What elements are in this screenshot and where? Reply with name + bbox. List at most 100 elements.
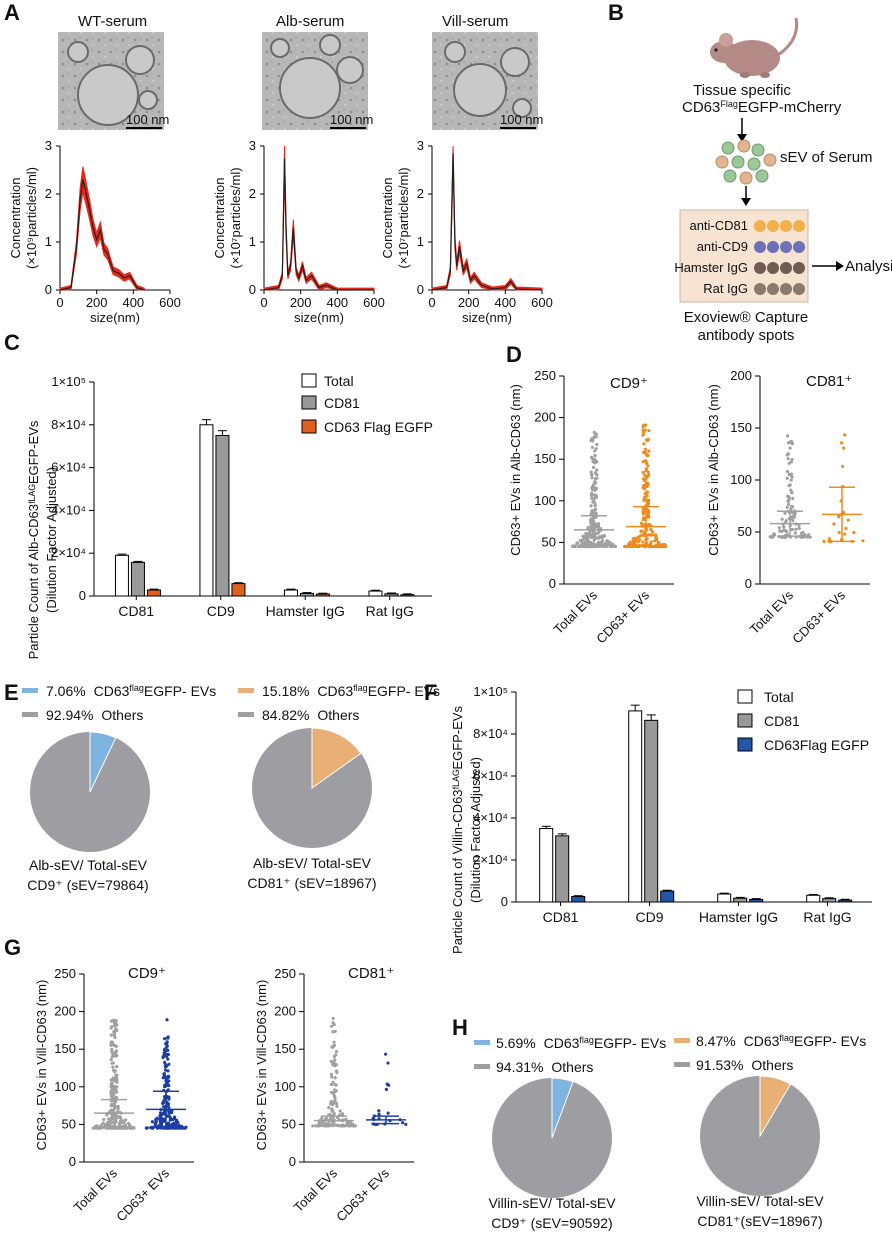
data-point: [590, 496, 594, 500]
scale-bar-label: 100 nm: [500, 112, 543, 127]
data-point: [837, 530, 841, 535]
bar: [231, 583, 246, 597]
panel-g: CD63+ EVs in Vill-CD63 (nm) CD63+ EVs in…: [34, 965, 414, 1224]
data-point: [790, 475, 794, 479]
arrow-head: [737, 134, 747, 142]
data-point: [837, 515, 841, 519]
data-point: [110, 1115, 114, 1119]
data-point: [647, 449, 651, 453]
data-point: [656, 543, 660, 547]
data-point: [777, 526, 781, 530]
y-tick-label: 200: [54, 1004, 76, 1019]
y-tick-label: 50: [542, 534, 556, 549]
data-point: [115, 1065, 119, 1069]
y-tick-label: 200: [730, 368, 752, 383]
data-point: [111, 1065, 115, 1069]
x-tick-label: 600: [531, 295, 553, 310]
data-point: [647, 533, 651, 537]
capture-spot: [793, 220, 805, 232]
data-point: [335, 1102, 339, 1106]
data-point: [607, 541, 611, 546]
data-point: [172, 1124, 176, 1128]
data-point: [590, 488, 595, 492]
data-point: [594, 432, 598, 436]
data-point: [118, 1119, 122, 1124]
data-point: [167, 1097, 171, 1101]
bar: [315, 593, 330, 597]
d-ylabel-left: CD63+ EVs in Alb-CD63 (nm): [508, 384, 523, 556]
g-ylabel-right: CD63+ EVs in Vill-CD63 (nm): [254, 980, 269, 1151]
bar: [838, 899, 853, 903]
data-point: [593, 504, 597, 508]
data-point: [589, 535, 593, 540]
y-tick-label: 3: [45, 138, 52, 153]
panel-c: Particle Count of Alb-CD63ᶠᴸᴬᴳEGFP-EVs (…: [26, 373, 433, 659]
panel-label-e: E: [4, 680, 19, 705]
data-point: [642, 442, 646, 446]
data-point: [589, 439, 593, 443]
data-point: [595, 442, 599, 447]
data-point: [109, 1057, 113, 1062]
data-point: [597, 536, 601, 540]
data-point: [791, 496, 795, 501]
data-point: [839, 441, 844, 445]
y-tick-label: 50: [738, 524, 752, 539]
data-point: [162, 1119, 166, 1123]
data-point: [794, 527, 798, 531]
data-point: [641, 433, 645, 437]
data-point: [783, 511, 787, 515]
c-ylabel-1: Particle Count of Alb-CD63ᶠᴸᴬᴳEGFP-EVs: [26, 420, 41, 659]
data-point: [332, 1092, 336, 1096]
data-point: [162, 1112, 166, 1116]
pie-slice-egfp: [311, 727, 362, 789]
data-point: [385, 1082, 389, 1086]
capture-spot: [767, 241, 779, 253]
panel-a: WT-serum 100 nm Alb-serum 100 nm Vill-se…: [8, 13, 553, 325]
data-point: [646, 470, 650, 474]
data-point: [788, 483, 792, 487]
bar: [806, 894, 821, 903]
data-point: [644, 468, 648, 473]
data-point: [166, 1074, 170, 1078]
data-point: [644, 459, 648, 463]
x-axis-label: size(nm): [462, 310, 512, 325]
data-point: [595, 476, 599, 480]
y-tick-label: 4×10⁴: [473, 810, 508, 825]
e-left-pct2: 92.94% Others: [46, 707, 143, 723]
legend-label: CD81: [324, 395, 360, 411]
legend-swatch-cd81: [301, 395, 317, 410]
data-point: [793, 531, 797, 535]
data-point: [651, 530, 655, 534]
data-point: [843, 433, 847, 437]
capture-spot: [793, 283, 805, 295]
data-point: [593, 461, 597, 465]
x-tick-label: 0: [56, 295, 63, 310]
panel-e: 7.06% CD63flagEGFP- EVs 92.94% Others Al…: [22, 683, 440, 893]
pie-legend-swatch: [674, 1038, 690, 1043]
bar: [146, 589, 161, 597]
data-point: [158, 1111, 163, 1115]
b-analysis: Analysis: [845, 258, 892, 275]
sev-cluster-icon: [715, 139, 777, 185]
data-point: [785, 469, 790, 474]
bar: [717, 893, 732, 903]
data-point: [642, 510, 646, 514]
y-tick-label: 2: [45, 186, 52, 201]
data-point: [174, 1118, 178, 1122]
data-point: [584, 544, 589, 548]
pie-legend-swatch: [22, 712, 38, 717]
y-tick-label: 100: [730, 472, 752, 487]
data-point: [594, 515, 598, 519]
tem-vesicle: [125, 45, 155, 75]
data-point: [593, 508, 597, 512]
data-point: [628, 540, 632, 544]
data-point: [329, 1082, 334, 1087]
chip-rows: anti-CD81 anti-CD9 Hamster IgG Rat IgG: [674, 218, 805, 296]
data-point: [593, 488, 597, 492]
data-point: [580, 539, 584, 543]
data-point: [168, 1118, 172, 1122]
h-right-pct1: 8.47% CD63flagEGFP- EVs: [696, 1033, 866, 1049]
data-point: [590, 445, 594, 450]
x-category-label: CD9: [635, 909, 663, 925]
x-tick-label: 200: [86, 295, 108, 310]
